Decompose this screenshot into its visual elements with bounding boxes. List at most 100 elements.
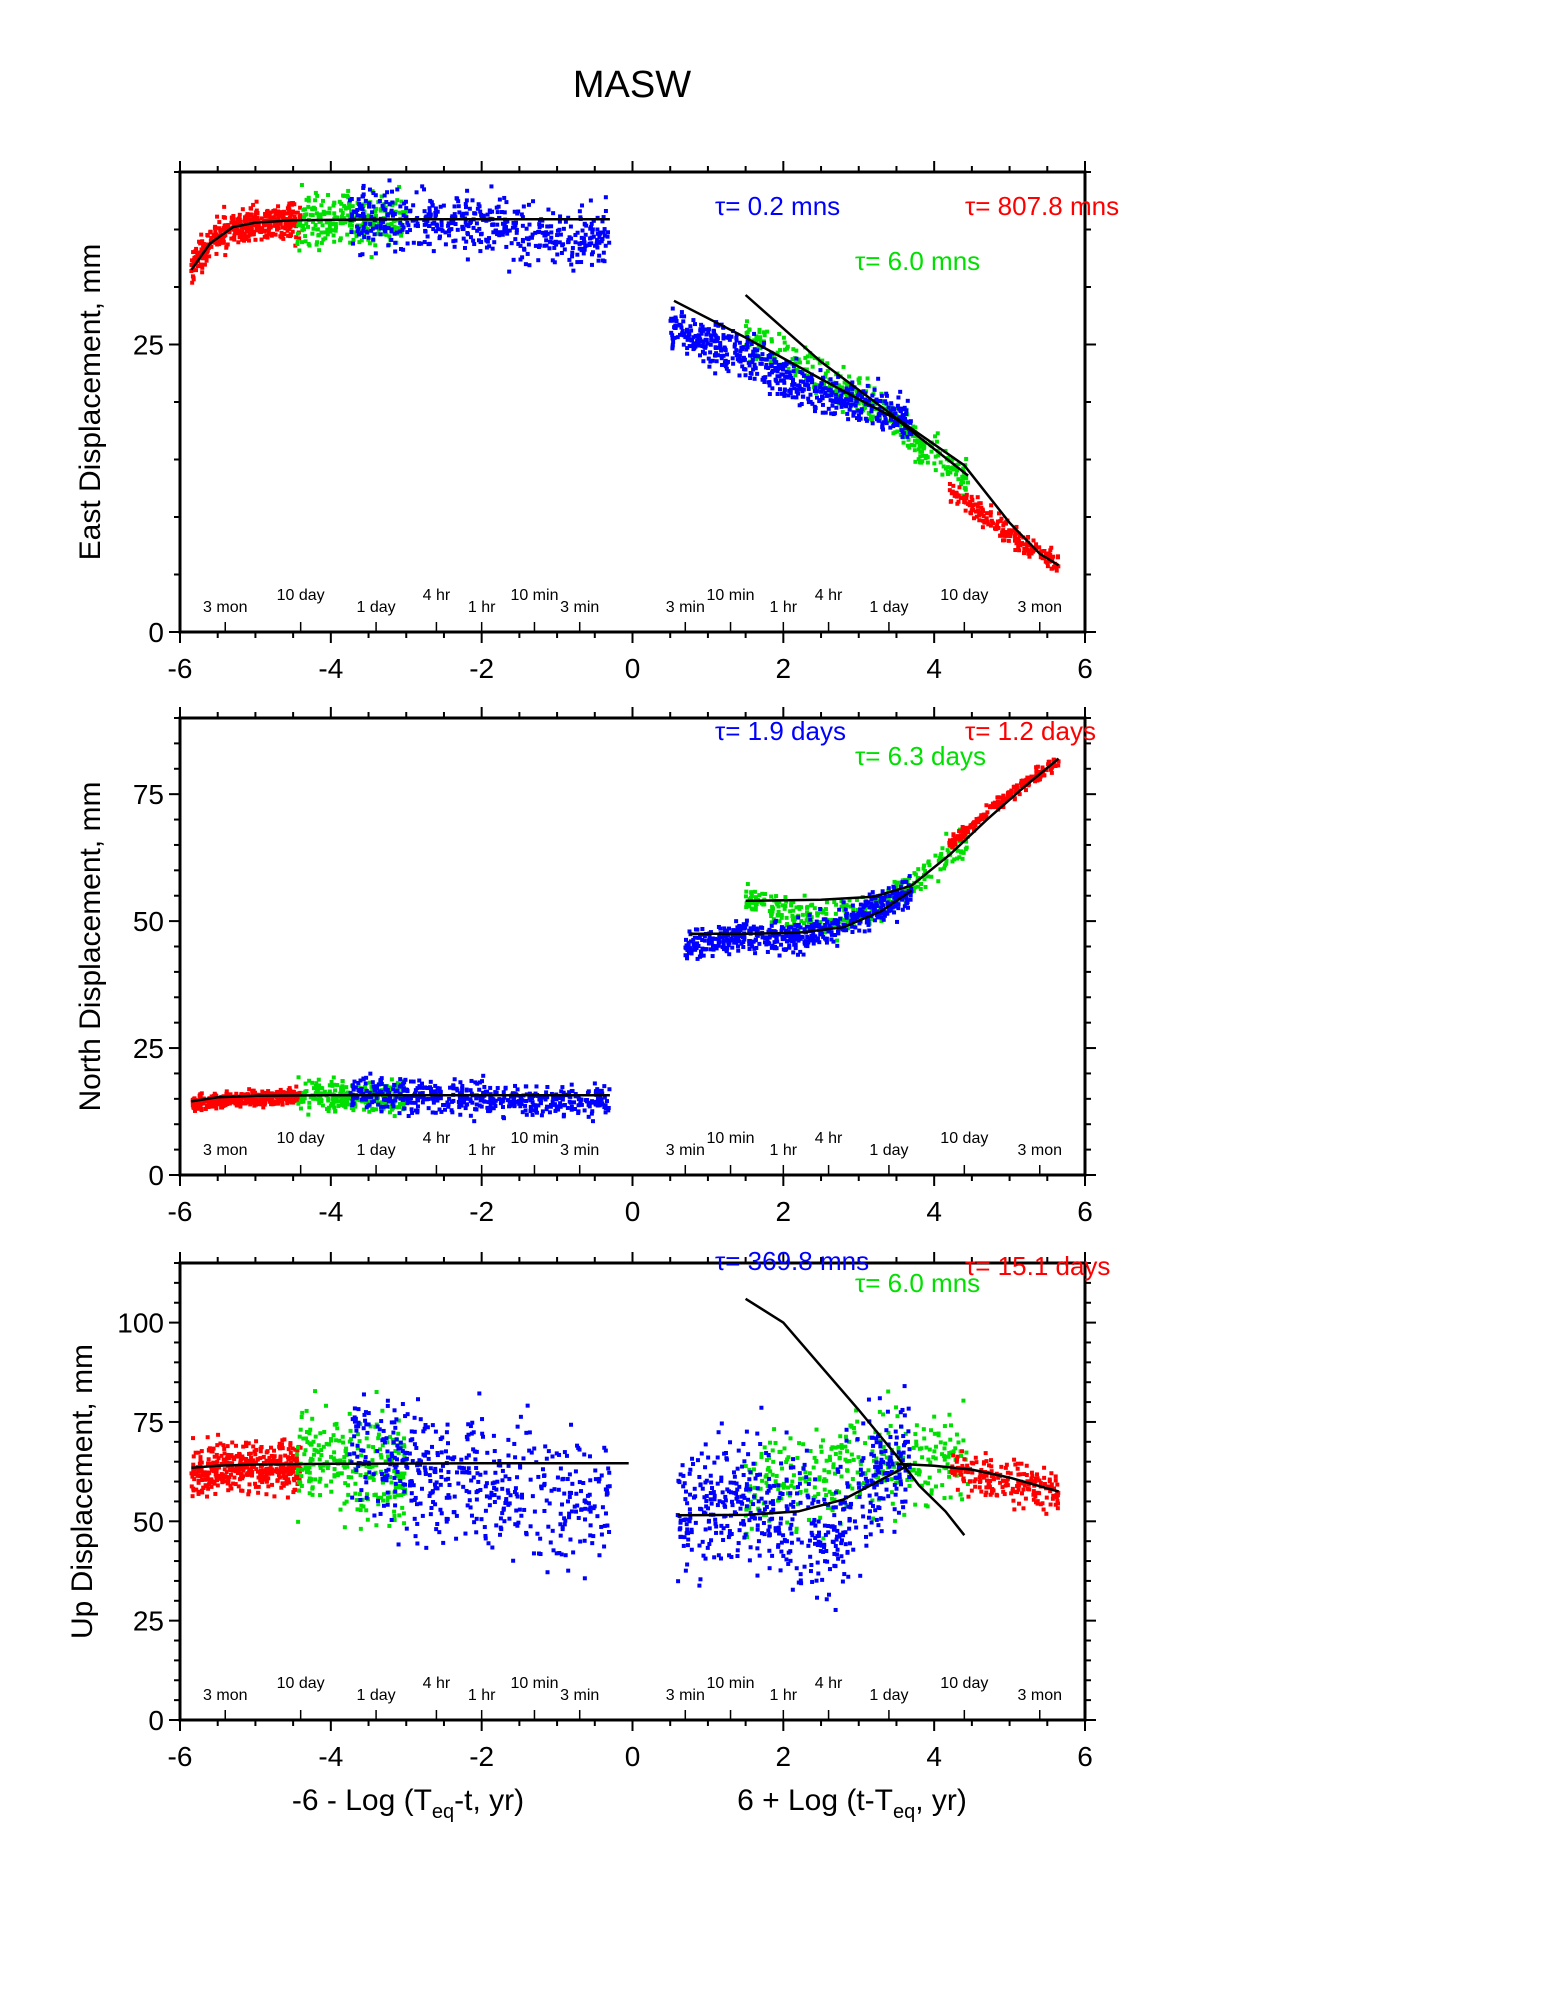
data-point (734, 940, 739, 945)
data-point (710, 954, 715, 959)
data-point (893, 411, 898, 416)
data-point (451, 1083, 456, 1088)
data-point (248, 206, 253, 211)
data-point (691, 343, 696, 348)
data-point (275, 1095, 280, 1100)
data-point (966, 830, 971, 835)
data-point (446, 1102, 451, 1107)
data-point (283, 1453, 288, 1458)
data-point (955, 848, 960, 853)
data-point (998, 533, 1003, 538)
data-point (900, 896, 905, 901)
data-point (534, 1084, 539, 1089)
data-point (401, 1097, 406, 1102)
data-point (578, 1100, 583, 1105)
data-point (461, 226, 466, 231)
data-point (916, 867, 921, 872)
data-point (869, 897, 874, 902)
data-point (594, 1100, 599, 1105)
data-point (487, 210, 492, 215)
data-point (867, 398, 872, 403)
data-point (727, 952, 732, 957)
data-point (734, 332, 739, 337)
data-point (972, 820, 977, 825)
data-point (413, 1100, 418, 1105)
data-point (393, 1098, 398, 1103)
data-point (796, 933, 801, 938)
data-point (391, 1104, 396, 1109)
data-point (273, 208, 278, 213)
data-point (479, 214, 484, 219)
data-point (1012, 538, 1017, 543)
data-point (845, 921, 850, 926)
data-point (579, 235, 584, 240)
data-point (367, 201, 372, 206)
data-point (590, 1109, 595, 1114)
data-point (899, 893, 904, 898)
data-point (566, 240, 571, 245)
data-point (365, 220, 370, 225)
data-point (892, 407, 897, 412)
data-point (518, 1104, 523, 1109)
data-point (733, 350, 738, 355)
data-point (760, 352, 765, 357)
data-point (769, 945, 774, 950)
data-point (427, 224, 432, 229)
series-green-post (744, 319, 970, 498)
data-point (702, 934, 707, 939)
data-point (753, 366, 758, 371)
data-point (836, 399, 841, 404)
data-point (854, 897, 859, 902)
data-point (791, 908, 796, 913)
data-point (823, 917, 828, 922)
data-point (939, 852, 944, 857)
data-point (749, 906, 754, 911)
data-point (311, 226, 316, 231)
data-point (747, 363, 752, 368)
data-point (389, 237, 394, 242)
data-point (295, 242, 300, 247)
data-point (530, 232, 535, 237)
data-point (590, 227, 595, 232)
data-point (805, 378, 810, 383)
data-point (681, 342, 686, 347)
data-point (913, 425, 918, 430)
data-point (349, 215, 354, 220)
data-point (670, 306, 675, 311)
data-point (824, 900, 829, 905)
data-point (504, 200, 509, 205)
data-point (489, 184, 494, 189)
data-point (545, 231, 550, 236)
data-point (1014, 541, 1019, 546)
y-tick-label: 0 (148, 1705, 164, 1736)
data-point (777, 953, 782, 958)
data-point (561, 1103, 566, 1108)
data-point (369, 1084, 374, 1089)
data-point (864, 418, 869, 423)
time-mark-label: 10 day (277, 587, 325, 604)
data-point (575, 260, 580, 265)
data-point (801, 379, 806, 384)
data-point (1034, 768, 1039, 773)
data-point (1019, 784, 1024, 789)
data-point (453, 222, 458, 227)
data-point (464, 1102, 469, 1107)
data-point (595, 231, 600, 236)
data-point (765, 329, 770, 334)
data-point (580, 203, 585, 208)
data-point (853, 914, 858, 919)
data-point (908, 893, 913, 898)
data-point (772, 357, 777, 362)
data-point (793, 922, 798, 927)
data-point (933, 853, 938, 858)
data-point (521, 204, 526, 209)
time-mark-label: 1 hr (770, 1142, 798, 1159)
data-point (260, 1089, 265, 1094)
data-point (684, 945, 689, 950)
data-point (810, 401, 815, 406)
data-point (1052, 763, 1057, 768)
data-point (297, 248, 302, 253)
data-point (600, 236, 605, 241)
data-point (936, 858, 941, 863)
data-point (378, 232, 383, 237)
